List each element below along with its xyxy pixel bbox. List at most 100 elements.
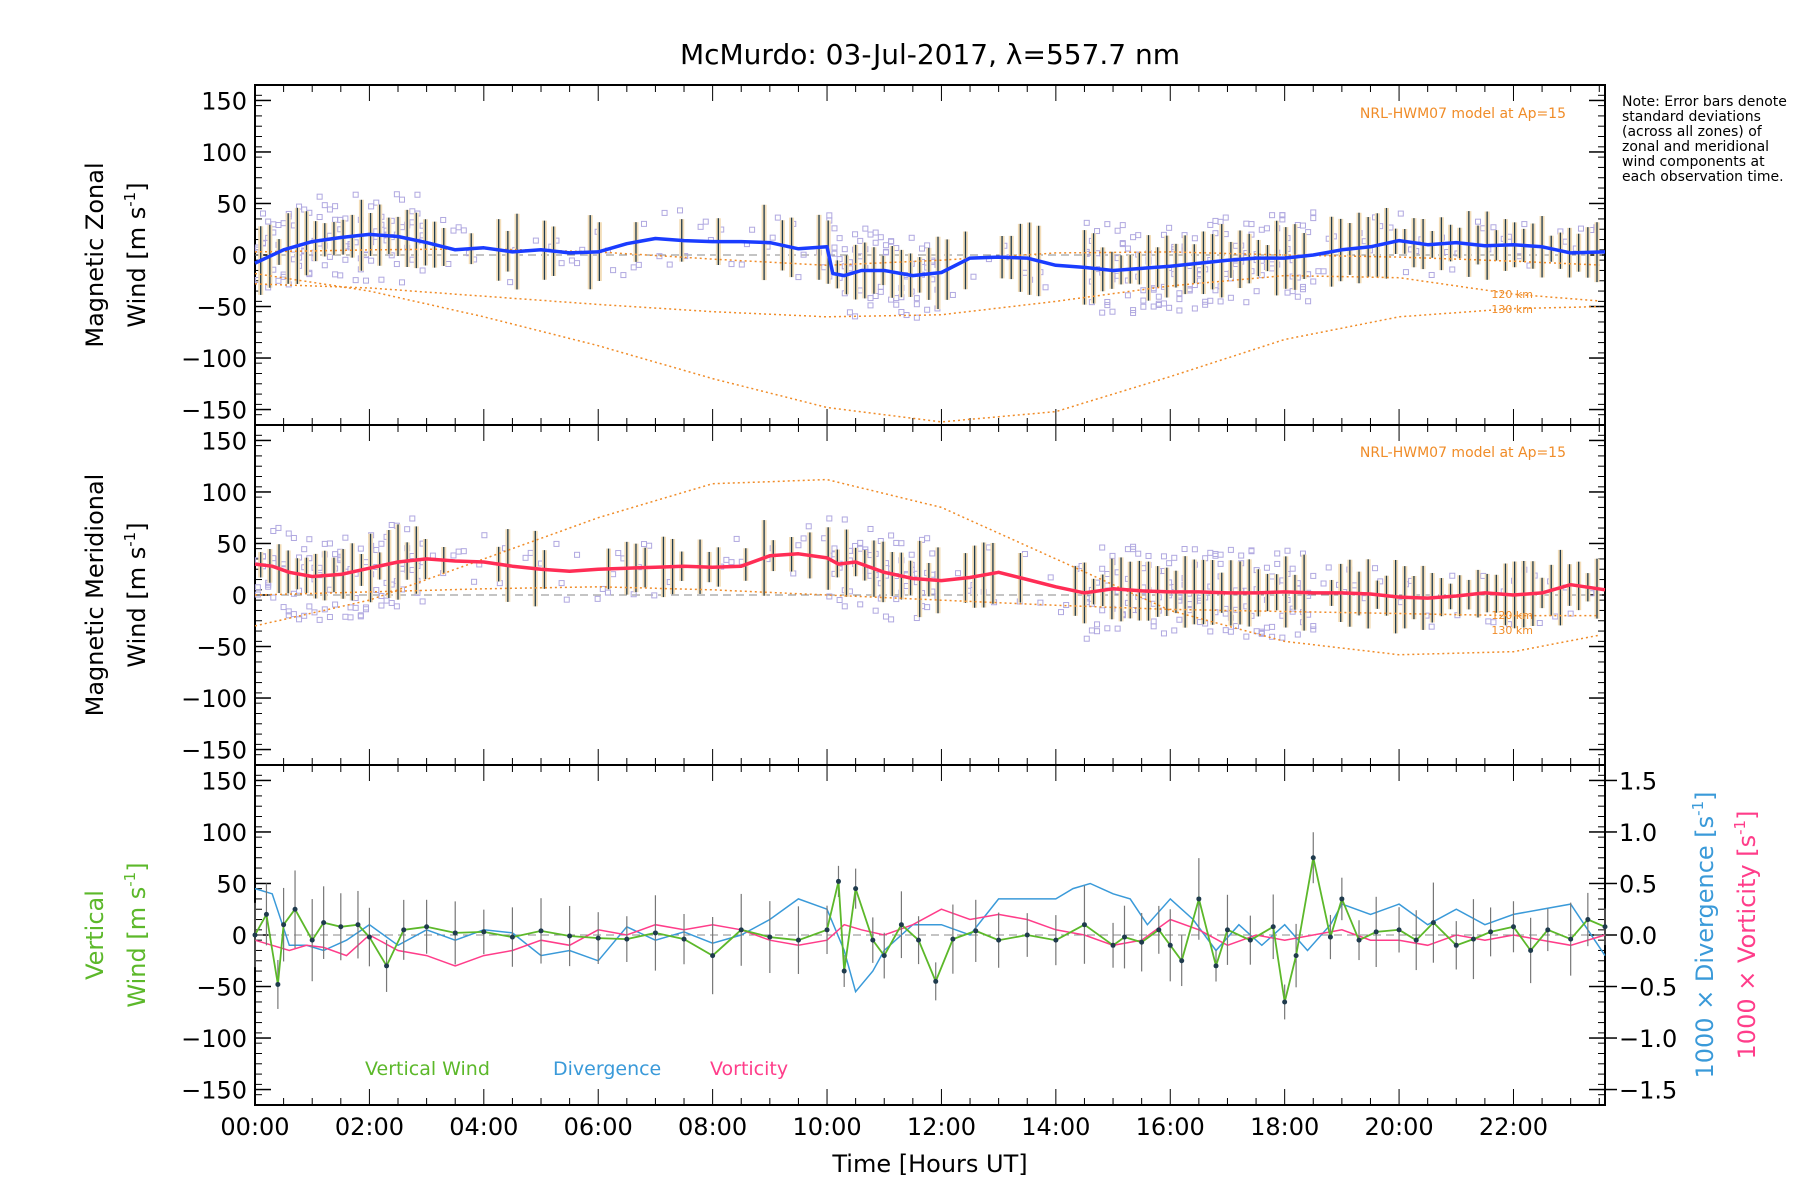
scatter-point [399,196,406,203]
scatter-point [1181,546,1188,553]
scatter-point [532,237,539,244]
scatter-point [280,604,287,611]
zonal-ylabel2: Wind [m s-1] [121,182,151,327]
scatter-point [1202,298,1209,305]
vertical-wind-point [1413,937,1419,943]
scatter-point [908,551,915,558]
scatter-point [275,524,282,531]
scatter-point [1124,245,1131,252]
scatter-point [275,277,282,284]
scatter-point [1130,309,1137,316]
scatter-point [1279,634,1286,641]
y2-tick-label: 0.0 [1619,922,1657,950]
scatter-point [620,272,627,279]
scatter-point [1191,305,1198,312]
scatter-point [857,601,864,608]
vertical-wind-point [841,968,847,974]
scatter-point [841,246,848,253]
zonal-model-label: NRL-HWM07 model at Ap=15 [1360,106,1566,122]
y-tick-label: 50 [216,190,247,218]
vertical-wind-point [1453,942,1459,948]
vertical-wind-point [835,878,841,884]
scatter-point [1217,298,1224,305]
scatter-point [594,595,601,602]
y-tick-label: 150 [201,767,247,795]
scatter-point [1130,546,1137,553]
scatter-point [846,309,853,316]
divergence-y2label-exp: -1 [1689,801,1707,816]
scatter-point [1124,546,1131,553]
scatter-point [1176,616,1183,623]
scatter-point [1284,547,1291,554]
scatter-point [1284,289,1291,296]
scatter-point [1083,219,1090,226]
scatter-point [321,262,328,269]
scatter-point [558,260,565,267]
scatter-point [1160,630,1167,637]
scatter-point [1119,222,1126,229]
model-curve [254,248,1600,267]
scatter-point [924,242,931,249]
vertical-wind-point [1139,939,1145,945]
scatter-point [615,550,622,557]
scatter-point [419,267,426,274]
scatter-point [306,603,313,610]
scatter-point [574,551,581,558]
scatter-point [1166,304,1173,311]
scatter-point [352,277,359,284]
scatter-point [666,261,673,268]
vertical-wind-point [1196,896,1202,902]
scatter-point [1320,580,1327,587]
scatter-point [1222,627,1229,634]
scatter-point [553,540,560,547]
wind-line [254,552,1606,600]
scatter-point [728,559,735,566]
wind-line [254,232,1606,278]
scatter-point [1160,553,1167,560]
vertical-wind-point [710,953,716,959]
vertical-wind-point [595,935,601,941]
meridional-alt-label-130: 130 km [1491,624,1533,637]
y-tick-label: 100 [201,819,247,847]
scatter-point [913,615,920,622]
scatter-point [893,539,900,546]
scatter-point [1552,613,1559,620]
scatter-point [1083,635,1090,642]
y-tick-label: 100 [201,139,247,167]
vertical-wind-point [281,922,287,928]
zonal-ylabel: Magnetic Zonal [81,162,109,347]
scatter-point [1186,601,1193,608]
scatter-point [831,545,838,552]
vorticity-y2label-end: ] [1733,811,1761,820]
meridional-ylabel-line1: Magnetic Meridional [81,474,109,717]
scatter-point [1140,303,1147,310]
scatter-point [326,540,333,547]
scatter-point [265,218,272,225]
scatter-point [1449,266,1456,273]
scatter-point [1207,221,1214,228]
scatter-point [522,554,529,561]
vertical-wind-point [973,928,979,934]
scatter-point [1289,565,1296,572]
scatter-point [635,261,642,268]
scatter-point [826,515,833,522]
scatter-point [1130,234,1137,241]
vertical-wind-point [1470,936,1476,942]
vertical-wind-point [870,937,876,943]
vertical-wind-point [309,937,315,943]
scatter-point [1263,624,1270,631]
scatter-point [1310,623,1317,630]
scatter-point [1449,572,1456,579]
scatter-point [527,549,534,556]
scatter-point [882,248,889,255]
vorticity-y2label: 1000 × Vorticity [s-1] [1731,811,1761,1060]
vertical-wind-point [1356,937,1362,943]
vertical-wind-point [824,927,830,933]
vertical-wind-point [795,937,801,943]
vertical-wind-point [252,932,258,938]
vertical-wind-point [401,927,407,933]
scatter-point [1294,293,1301,300]
scatter-point [1094,228,1101,235]
scatter-point [1063,602,1070,609]
model-curve [254,272,1600,423]
